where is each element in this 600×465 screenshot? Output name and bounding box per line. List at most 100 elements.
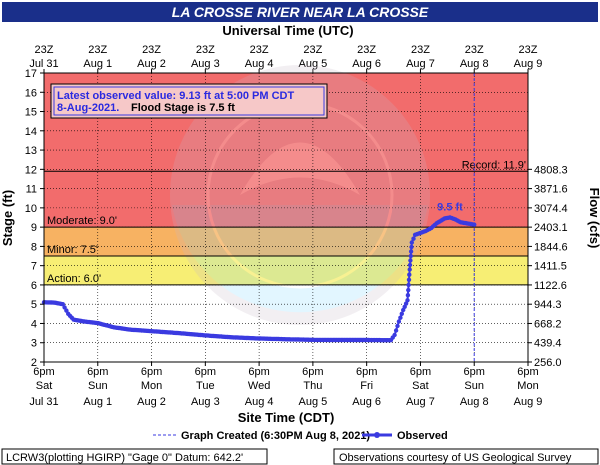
observed-point	[411, 236, 416, 241]
time-tick-date: Aug 6	[352, 396, 381, 408]
stage-tick-label: 17	[25, 68, 37, 80]
observed-series: 9.5 ft	[41, 202, 477, 343]
utc-tick-date: Aug 3	[191, 58, 220, 70]
flow-tick-label: 2403.1	[534, 222, 568, 234]
observed-point	[405, 298, 410, 303]
stage-tick-label: 10	[25, 203, 37, 215]
observed-point	[395, 323, 400, 329]
time-tick-hour: 6pm	[195, 366, 216, 378]
time-tick-hour: 6pm	[33, 366, 54, 378]
time-tick-day: Mon	[517, 380, 538, 392]
footer: LCRW3(plotting HGIRP) "Gage 0" Datum: 64…	[1, 448, 599, 465]
flow-tick-label: 439.4	[534, 338, 562, 350]
stage-tick-label: 8	[31, 241, 37, 253]
observed-point	[409, 240, 414, 245]
flow-tick-label: 1411.5	[534, 261, 567, 273]
threshold-labels: Action: 6.0' Minor: 7.5' Moderate: 9.0' Rec…	[44, 73, 528, 362]
stage-tick-label: 6	[31, 280, 37, 292]
time-tick-date: Aug 7	[406, 396, 435, 408]
time-tick-date: Jul 31	[29, 396, 58, 408]
normal-band	[44, 284, 528, 362]
utc-tick-date: Aug 6	[352, 58, 381, 70]
stage-axis-label: Stage (ft)	[0, 190, 15, 246]
stage-axis-ticks: 2 3 4 5 6 7 8 9 10 11 12 13 14 15 16 17	[25, 68, 44, 369]
title-bar	[2, 2, 598, 22]
time-tick-hour: 6pm	[302, 366, 323, 378]
flow-tick-label: 3074.4	[534, 203, 568, 215]
observed-point	[64, 308, 69, 313]
observed-point	[406, 277, 412, 282]
utc-tick-hour: 23Z	[250, 44, 269, 56]
time-tick-hour: 6pm	[141, 366, 162, 378]
threshold-label-record: Record: 11.9'	[462, 159, 526, 171]
utc-tick-hour: 23Z	[303, 44, 322, 56]
utc-tick-hour: 23Z	[88, 44, 107, 56]
time-tick-hour: 6pm	[464, 366, 485, 378]
time-tick-day: Wed	[248, 380, 270, 392]
utc-tick-date: Aug 2	[137, 58, 166, 70]
observed-point	[408, 258, 413, 263]
top-axis-ticks: 23Z Jul 31 23Z Aug 1 23Z Aug 2 23Z Aug 3 23Z Aug …	[29, 44, 542, 73]
utc-tick-date: Aug 4	[245, 58, 274, 70]
flood-stage-text: Flood Stage is 7.5 ft	[131, 102, 235, 114]
time-tick-date: Aug 9	[514, 396, 543, 408]
observed-point	[406, 287, 411, 293]
stage-bands	[44, 73, 528, 362]
time-tick-hour: 6pm	[517, 366, 538, 378]
flow-tick-label: 4808.3	[534, 164, 568, 176]
flow-tick-label: 1122.6	[534, 280, 567, 292]
observed-point	[405, 293, 411, 298]
stage-tick-label: 13	[25, 145, 37, 157]
legend: Graph Created (6:30PM Aug 8, 2021) Obser…	[153, 430, 448, 442]
stage-tick-label: 16	[25, 87, 37, 99]
peak-label: 9.5 ft	[437, 202, 463, 214]
observed-point	[407, 267, 412, 272]
utc-tick-date: Aug 5	[299, 58, 328, 70]
stage-tick-label: 3	[31, 338, 37, 350]
observed-point	[407, 272, 412, 277]
observed-point	[398, 315, 403, 320]
time-tick-date: Aug 8	[460, 396, 489, 408]
observed-legend-marker	[374, 432, 380, 438]
latest-date-text: 8-Aug-2021.	[57, 102, 119, 114]
observed-point	[472, 222, 477, 227]
observed-point	[408, 253, 413, 259]
utc-tick-hour: 23Z	[35, 44, 54, 56]
flow-tick-label: 944.3	[534, 299, 562, 311]
time-tick-hour: 6pm	[410, 366, 431, 378]
time-tick-day: Mon	[141, 380, 162, 392]
observed-point	[406, 282, 411, 288]
time-tick-date: Aug 4	[245, 396, 274, 408]
threshold-label-action: Action: 6.0'	[47, 273, 101, 285]
stage-tick-label: 11	[26, 184, 37, 196]
utc-tick-date: Aug 7	[406, 58, 435, 70]
time-tick-date: Aug 3	[191, 396, 220, 408]
minor-band	[44, 227, 528, 257]
time-tick-day: Thu	[303, 380, 322, 392]
threshold-label-minor: Minor: 7.5'	[47, 244, 98, 256]
time-tick-day: Sun	[464, 380, 484, 392]
stage-tick-label: 9	[31, 222, 37, 234]
graph-created-legend-text: Graph Created (6:30PM Aug 8, 2021)	[181, 430, 370, 442]
observed-point	[396, 319, 402, 324]
time-axis-ticks: 6pm Sat Jul 31 6pm Sun Aug 1 6pm Mon Aug 2 6pm Tue…	[29, 362, 542, 408]
utc-tick-hour: 23Z	[196, 44, 215, 56]
flow-tick-label: 3871.6	[534, 184, 568, 196]
utc-tick-hour: 23Z	[519, 44, 538, 56]
flow-tick-label: 1844.6	[534, 241, 568, 253]
observed-point	[407, 262, 413, 268]
utc-tick-date: Jul 31	[29, 58, 58, 70]
observed-point	[403, 301, 409, 306]
time-tick-day: Sat	[412, 380, 429, 392]
top-axis-label: Universal Time (UTC)	[222, 23, 353, 38]
time-tick-day: Tue	[196, 380, 215, 392]
time-tick-hour: 6pm	[356, 366, 377, 378]
time-tick-date: Aug 1	[83, 396, 112, 408]
observed-legend-text: Observed	[397, 430, 448, 442]
datum-note: LCRW3(plotting HGIRP) "Gage 0" Datum: 64…	[6, 452, 243, 464]
utc-tick-hour: 23Z	[465, 44, 484, 56]
action-band	[44, 256, 528, 285]
flow-axis-ticks: 256.0 439.4 668.2 944.3 1122.6 1411.5 1844.6 24…	[528, 164, 568, 369]
flow-tick-label: 668.2	[534, 318, 562, 330]
